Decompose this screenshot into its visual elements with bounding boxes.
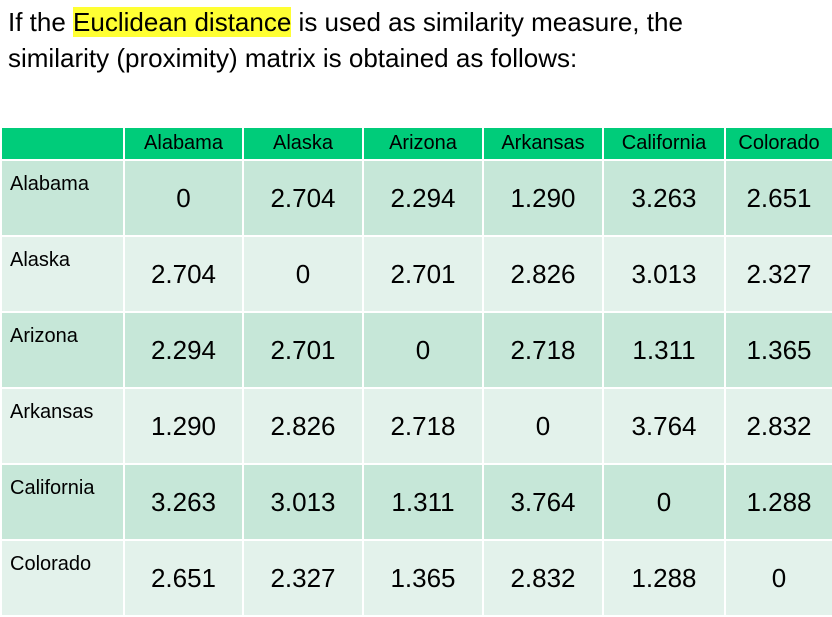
row-label: Colorado (0, 539, 125, 617)
cell: 1.365 (724, 311, 832, 389)
header-row: Alabama Alaska Arizona Arkansas California Co… (0, 126, 832, 161)
cell: 2.327 (242, 539, 364, 617)
cell: 1.311 (362, 463, 484, 541)
cell: 3.764 (602, 387, 726, 465)
cell: 0 (242, 235, 364, 313)
cell: 2.327 (724, 235, 832, 313)
cell: 2.294 (362, 159, 484, 237)
table-row: Arizona 2.294 2.701 0 2.718 1.311 1.365 (0, 311, 832, 389)
cell: 1.365 (362, 539, 484, 617)
cell: 2.651 (724, 159, 832, 237)
cell: 1.290 (482, 159, 604, 237)
intro-text: If the (8, 7, 74, 37)
table-body: Alabama 0 2.704 2.294 1.290 3.263 2.651 Alaska 2… (0, 159, 832, 617)
row-label: Alabama (0, 159, 125, 237)
intro-text: similarity (proximity) matrix is obtaine… (8, 43, 578, 73)
cell: 3.013 (242, 463, 364, 541)
cell: 1.311 (602, 311, 726, 389)
cell: 2.294 (123, 311, 244, 389)
cell: 1.290 (123, 387, 244, 465)
corner-cell (0, 126, 125, 161)
cell: 2.701 (362, 235, 484, 313)
page: If the Euclidean distance is used as sim… (0, 4, 832, 617)
cell: 2.832 (724, 387, 832, 465)
cell: 2.718 (362, 387, 484, 465)
cell: 2.704 (123, 235, 244, 313)
table-row: Alabama 0 2.704 2.294 1.290 3.263 2.651 (0, 159, 832, 237)
column-header: California (602, 126, 726, 161)
cell: 0 (602, 463, 726, 541)
highlight: Euclidean distance (73, 7, 292, 37)
cell: 0 (123, 159, 244, 237)
cell: 3.263 (602, 159, 726, 237)
column-header: Colorado (724, 126, 832, 161)
cell: 2.832 (482, 539, 604, 617)
cell: 2.704 (242, 159, 364, 237)
table-row: Colorado 2.651 2.327 1.365 2.832 1.288 0 (0, 539, 832, 617)
cell: 3.263 (123, 463, 244, 541)
table-row: California 3.263 3.013 1.311 3.764 0 1.288 (0, 463, 832, 541)
column-header: Alabama (123, 126, 244, 161)
cell: 2.826 (482, 235, 604, 313)
cell: 1.288 (724, 463, 832, 541)
intro: If the Euclidean distance is used as sim… (8, 4, 683, 76)
intro-text: is used as similarity measure, the (291, 7, 683, 37)
table-row: Alaska 2.704 0 2.701 2.826 3.013 2.327 (0, 235, 832, 313)
cell: 3.013 (602, 235, 726, 313)
cell: 2.701 (242, 311, 364, 389)
cell: 2.718 (482, 311, 604, 389)
row-label: Arizona (0, 311, 125, 389)
row-label: Arkansas (0, 387, 125, 465)
column-header: Arizona (362, 126, 484, 161)
cell: 1.288 (602, 539, 726, 617)
row-label: California (0, 463, 125, 541)
row-label: Alaska (0, 235, 125, 313)
cell: 3.764 (482, 463, 604, 541)
cell: 2.826 (242, 387, 364, 465)
column-header: Alaska (242, 126, 364, 161)
cell: 2.651 (123, 539, 244, 617)
cell: 0 (724, 539, 832, 617)
table-row: Arkansas 1.290 2.826 2.718 0 3.764 2.832 (0, 387, 832, 465)
matrix-table: Alabama Alaska Arizona Arkansas California Co… (0, 126, 832, 617)
cell: 0 (482, 387, 604, 465)
cell: 0 (362, 311, 484, 389)
column-header: Arkansas (482, 126, 604, 161)
